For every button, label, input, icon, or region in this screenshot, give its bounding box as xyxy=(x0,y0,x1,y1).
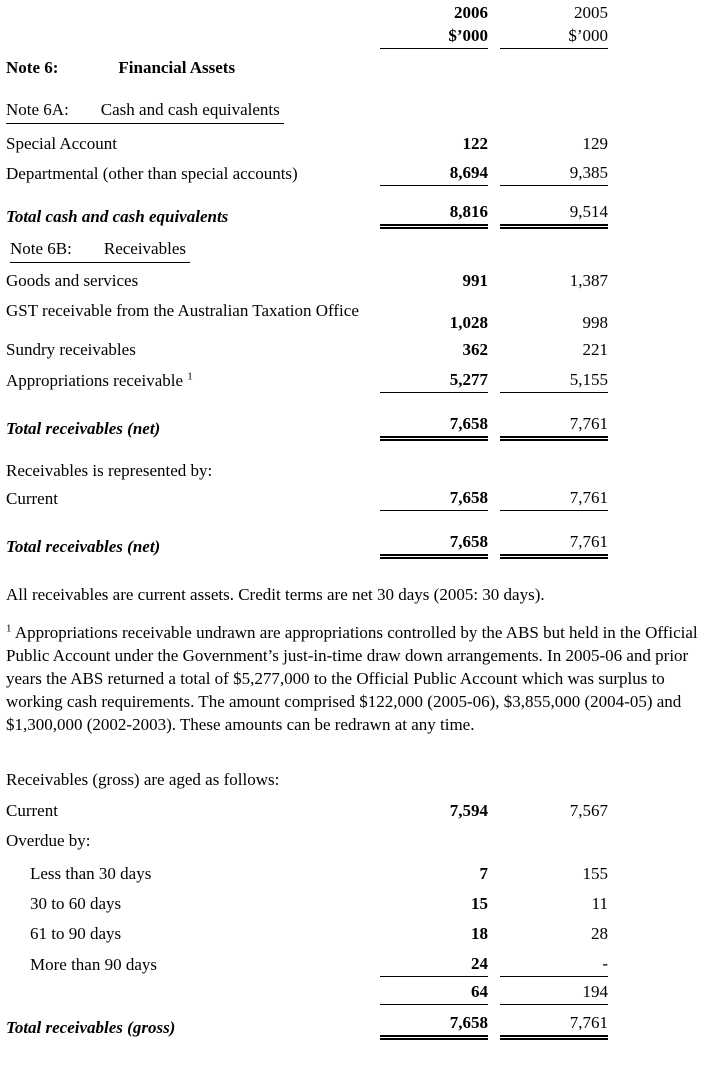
table-row-special-account: Special Account 122 129 xyxy=(6,133,714,156)
table-row-30-to-60-days: 30 to 60 days 15 11 xyxy=(6,893,714,916)
value-2006: 8,816 xyxy=(380,201,488,229)
column-unit-header-row: $’000 $’000 xyxy=(6,25,714,49)
row-label: Total receivables (gross) xyxy=(6,1018,176,1037)
value-2006: 7,658 xyxy=(380,413,488,441)
aged-intro-label: Receivables (gross) are aged as follows: xyxy=(6,770,280,789)
value-2005: 1,387 xyxy=(569,271,608,290)
note6b-heading: Note 6B: Receivables xyxy=(10,238,714,263)
value-2005: 9,514 xyxy=(500,201,608,229)
footnote-reference: 1 xyxy=(187,370,193,383)
value-2006: 18 xyxy=(471,924,488,943)
table-row-departmental: Departmental (other than special account… xyxy=(6,162,714,186)
row-label: Less than 30 days xyxy=(30,864,152,883)
row-label-text: Appropriations receivable xyxy=(6,371,184,390)
value-2006: 5,277 xyxy=(380,369,488,393)
table-row-sundry-receivables: Sundry receivables 362 221 xyxy=(6,339,714,362)
footnote-paragraph: 1 Appropriations receivable undrawn are … xyxy=(6,621,706,736)
row-label: Current xyxy=(6,489,58,508)
table-row-current: Current 7,658 7,761 xyxy=(6,487,714,511)
row-label: More than 90 days xyxy=(30,955,158,974)
year-2006-header: 2006 xyxy=(454,3,488,22)
note6a-label: Note 6A: xyxy=(6,100,69,119)
value-2005: 129 xyxy=(582,134,609,153)
value-2006: 7,658 xyxy=(380,531,488,559)
row-label: Total cash and cash equivalents xyxy=(6,207,229,226)
value-2005: 221 xyxy=(582,340,609,359)
table-row-aged-current: Current 7,594 7,567 xyxy=(6,800,714,823)
table-row-appropriations-receivable: Appropriations receivable 1 5,277 5,155 xyxy=(6,369,714,393)
note6b-underlined-heading: Note 6B: Receivables xyxy=(10,238,190,263)
value-2006: 362 xyxy=(462,340,489,359)
value-2006: 7,594 xyxy=(449,801,488,820)
heading-gap xyxy=(69,99,101,121)
value-2005: 7,761 xyxy=(500,531,608,559)
row-label: Sundry receivables xyxy=(6,340,136,359)
value-2006: 1,028 xyxy=(449,313,488,332)
value-2005: 5,155 xyxy=(500,369,608,393)
row-label: Total receivables (net) xyxy=(6,419,161,438)
row-label: Goods and services xyxy=(6,271,139,290)
value-2006: 7,658 xyxy=(380,1012,488,1040)
note6a-title: Cash and cash equivalents xyxy=(100,100,280,119)
value-2005: 155 xyxy=(582,864,609,883)
note6b-title: Receivables xyxy=(103,239,186,258)
value-2006: 991 xyxy=(462,271,489,290)
value-2005: 11 xyxy=(591,894,608,913)
value-2005: 9,385 xyxy=(500,162,608,186)
table-row-goods-services: Goods and services 991 1,387 xyxy=(6,270,714,293)
table-row-more-than-90-days: More than 90 days 24 - xyxy=(6,953,714,977)
value-2006: 7,658 xyxy=(380,487,488,511)
table-row-gst-receivable: GST receivable from the Australian Taxat… xyxy=(6,300,714,335)
row-label: Departmental (other than special account… xyxy=(6,164,298,183)
footnote-marker: 1 xyxy=(6,622,12,635)
value-2005: 28 xyxy=(591,924,608,943)
column-year-header-row: 2006 2005 xyxy=(6,2,714,25)
heading-gap xyxy=(72,238,104,260)
empty-label xyxy=(6,47,380,49)
note6a-heading: Note 6A: Cash and cash equivalents xyxy=(6,99,714,124)
value-2005: - xyxy=(500,953,608,977)
value-2005: 7,761 xyxy=(500,413,608,441)
table-row-less-than-30-days: Less than 30 days 7 155 xyxy=(6,863,714,886)
credit-terms-note: All receivables are current assets. Cred… xyxy=(6,585,545,604)
row-label: 61 to 90 days xyxy=(30,924,122,943)
row-label: 30 to 60 days xyxy=(30,894,122,913)
row-label: Total receivables (net) xyxy=(6,537,161,556)
value-2005: 194 xyxy=(500,981,608,1005)
row-label: Current xyxy=(6,801,58,820)
table-row-total-receivables-gross: Total receivables (gross) 7,658 7,761 xyxy=(6,1012,714,1040)
row-label: Special Account xyxy=(6,134,117,153)
empty-label xyxy=(6,1003,380,1005)
table-row-61-to-90-days: 61 to 90 days 18 28 xyxy=(6,923,714,946)
note6b-label: Note 6B: xyxy=(10,239,72,258)
note6-title: Financial Assets xyxy=(118,58,236,77)
note6a-underlined-heading: Note 6A: Cash and cash equivalents xyxy=(6,99,284,124)
value-2006: 122 xyxy=(462,134,489,153)
note6-heading: Note 6: Financial Assets xyxy=(6,57,714,79)
empty-label xyxy=(6,23,380,25)
value-2005: 7,567 xyxy=(569,801,608,820)
value-2005: 998 xyxy=(582,313,609,332)
value-2006: 64 xyxy=(380,981,488,1005)
row-label: GST receivable from the Australian Taxat… xyxy=(6,301,359,320)
value-2005: 7,761 xyxy=(500,487,608,511)
table-row-total-receivables-net-2: Total receivables (net) 7,658 7,761 xyxy=(6,531,714,559)
value-2006: 7 xyxy=(479,864,489,883)
unit-2006-header: $’000 xyxy=(380,25,488,49)
row-label: Appropriations receivable 1 xyxy=(6,370,380,393)
table-row-total-receivables-net: Total receivables (net) 7,658 7,761 xyxy=(6,413,714,441)
value-2006: 24 xyxy=(380,953,488,977)
unit-2005-header: $’000 xyxy=(500,25,608,49)
year-2005-header: 2005 xyxy=(574,3,608,22)
value-2005: 7,761 xyxy=(500,1012,608,1040)
note6-label: Note 6: xyxy=(6,58,59,77)
value-2006: 15 xyxy=(471,894,488,913)
footnote-text: Appropriations receivable undrawn are ap… xyxy=(6,623,698,734)
table-row-overdue-subtotal: 64 194 xyxy=(6,981,714,1005)
table-row-total-cash: Total cash and cash equivalents 8,816 9,… xyxy=(6,201,714,229)
represented-by-label: Receivables is represented by: xyxy=(6,461,213,480)
overdue-by-label: Overdue by: xyxy=(6,831,91,850)
value-2006: 8,694 xyxy=(380,162,488,186)
